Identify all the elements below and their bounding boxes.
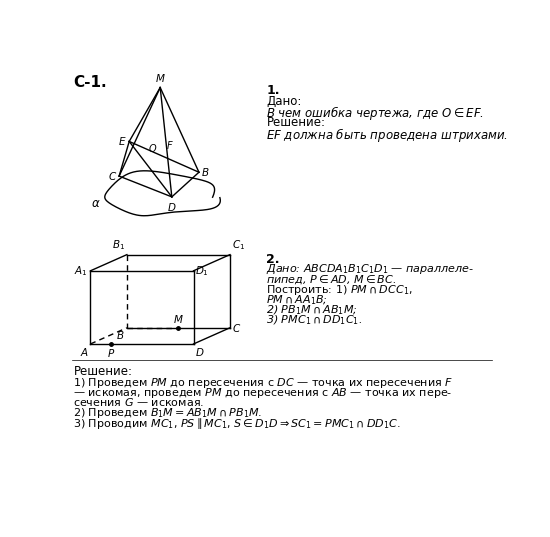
Text: 1) Проведем $PM$ до пересечения с $DC$ — точка их пересечения $F$: 1) Проведем $PM$ до пересечения с $DC$ —… xyxy=(73,375,454,389)
Text: Дано:: Дано: xyxy=(266,95,302,107)
Text: $EF$ должна быть проведена штрихами.: $EF$ должна быть проведена штрихами. xyxy=(266,126,508,144)
Text: $E$: $E$ xyxy=(118,135,127,148)
Text: 2.: 2. xyxy=(266,253,280,266)
Text: 3) $PMC_1 \cap DD_1C_1$.: 3) $PMC_1 \cap DD_1C_1$. xyxy=(266,313,362,326)
Text: 2) Проведем $B_1M = AB_1M \cap PB_1M$.: 2) Проведем $B_1M = AB_1M \cap PB_1M$. xyxy=(73,405,263,419)
Text: $B$: $B$ xyxy=(201,166,210,178)
Text: сечения $G$ — искомая.: сечения $G$ — искомая. xyxy=(73,396,205,408)
Text: Дано: $ABCDA_1B_1C_1D_1$ — параллеле-: Дано: $ABCDA_1B_1C_1D_1$ — параллеле- xyxy=(266,263,475,276)
Text: Построить: 1) $PM \cap DCC_1$,: Построить: 1) $PM \cap DCC_1$, xyxy=(266,283,413,297)
Text: 1.: 1. xyxy=(266,84,280,97)
Text: Решение:: Решение: xyxy=(266,116,326,129)
Text: $F$: $F$ xyxy=(167,139,174,151)
Text: $A$: $A$ xyxy=(80,346,89,358)
Text: $\alpha$: $\alpha$ xyxy=(91,197,101,209)
Text: $C_1$: $C_1$ xyxy=(232,238,245,252)
Text: $PM \cap AA_1B$;: $PM \cap AA_1B$; xyxy=(266,293,328,307)
Text: С-1.: С-1. xyxy=(73,75,107,90)
Text: $O$: $O$ xyxy=(148,142,157,154)
Text: $B_1$: $B_1$ xyxy=(112,238,125,252)
Text: 3) Проводим $MC_1$, $PS \parallel MC_1$, $S \in D_1D \Rightarrow SC_1 = PMC_1 \c: 3) Проводим $MC_1$, $PS \parallel MC_1$,… xyxy=(73,416,401,431)
Text: $B$: $B$ xyxy=(116,329,124,342)
Text: 2) $PB_1M \cap AB_1M$;: 2) $PB_1M \cap AB_1M$; xyxy=(266,303,358,317)
Text: Решение:: Решение: xyxy=(73,365,133,378)
Text: В чем ошибка чертежа, где $O \in EF$.: В чем ошибка чертежа, где $O \in EF$. xyxy=(266,105,485,122)
Text: $M$: $M$ xyxy=(173,314,183,325)
Text: пипед, $P \in AD$, $M \in BC$.: пипед, $P \in AD$, $M \in BC$. xyxy=(266,273,397,286)
Text: $P$: $P$ xyxy=(107,347,116,359)
Text: $A_1$: $A_1$ xyxy=(74,264,88,278)
Text: $D$: $D$ xyxy=(167,201,177,213)
Text: — искомая, проведем $PM$ до пересечения с $AB$ — точка их пере-: — искомая, проведем $PM$ до пересечения … xyxy=(73,386,453,400)
Text: $C$: $C$ xyxy=(232,322,241,334)
Text: $D_1$: $D_1$ xyxy=(195,264,209,278)
Text: $C$: $C$ xyxy=(108,170,117,182)
Text: $M$: $M$ xyxy=(155,72,166,84)
Text: $D$: $D$ xyxy=(195,346,205,358)
